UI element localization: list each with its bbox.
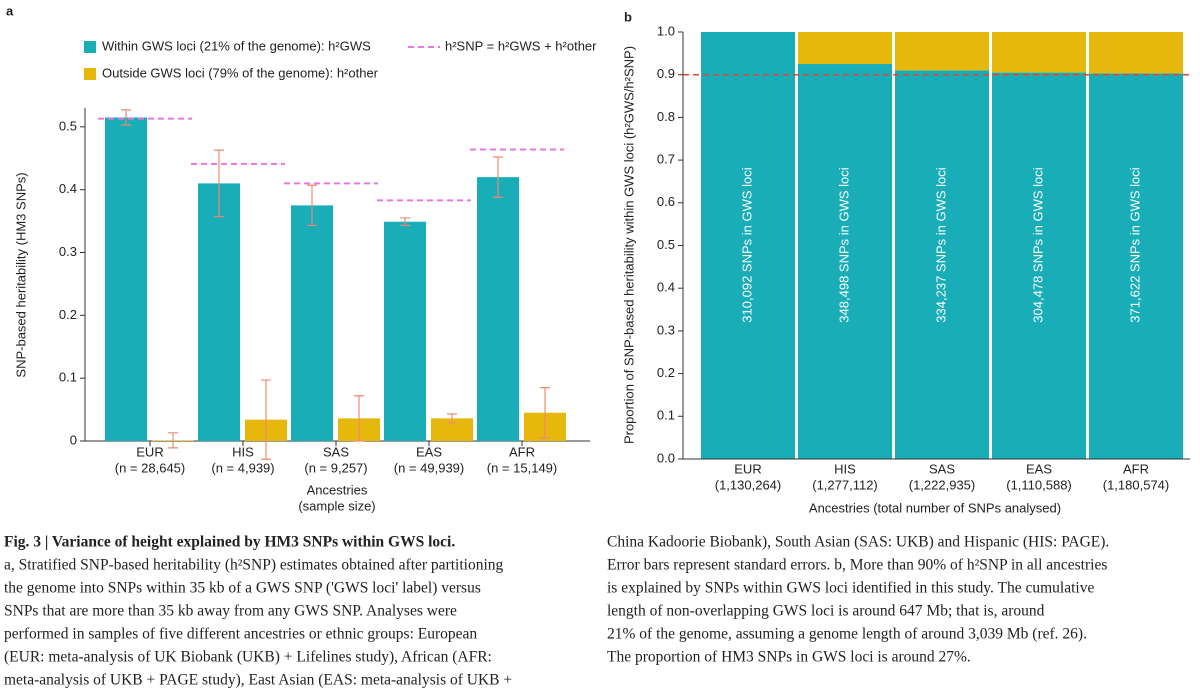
bar-label: 348,498 SNPs in GWS loci [836, 167, 851, 322]
y-tick-label: 0.2 [657, 365, 675, 380]
y-tick-label: 0 [70, 432, 77, 447]
x-tick-sublabel: (1,130,264) [715, 477, 782, 492]
panel-label: b [624, 9, 632, 24]
y-tick-label: 1.0 [657, 23, 675, 38]
bar-segment [798, 32, 892, 65]
bar-label: 310,092 SNPs in GWS loci [739, 167, 754, 322]
bar-segment [798, 64, 892, 460]
error-bar [168, 432, 178, 449]
error-bar [121, 109, 131, 126]
x-tick-label: EAS [416, 444, 442, 459]
caption-line: SNPs that are more than 35 kb away from … [4, 603, 457, 620]
panel-label: a [6, 3, 14, 18]
error-bar [261, 379, 271, 460]
bar [384, 221, 426, 441]
caption-title: Fig. 3 | Variance of height explained by… [4, 534, 455, 551]
error-bar [214, 149, 224, 218]
y-tick-label: 0.1 [657, 408, 675, 423]
x-tick-sublabel: (n = 15,149) [487, 460, 557, 475]
bar [477, 177, 519, 441]
bar [431, 418, 473, 441]
x-tick-label: HIS [232, 444, 254, 459]
legend-swatch [84, 68, 96, 80]
bar-segment [992, 72, 1086, 459]
x-axis-label: Ancestries [307, 482, 368, 497]
x-axis-label: (sample size) [298, 498, 375, 513]
error-bar [400, 217, 410, 227]
legend-swatch [84, 41, 96, 53]
x-tick-label: SAS [323, 444, 349, 459]
bar [198, 183, 240, 441]
x-tick-label: AFR [1123, 461, 1149, 476]
y-tick-label: 0.2 [59, 307, 77, 322]
bar-segment [701, 32, 795, 459]
bar-segment [1089, 73, 1183, 459]
x-tick-label: EUR [136, 444, 163, 459]
x-tick-sublabel: (1,222,935) [909, 477, 976, 492]
legend-label: Within GWS loci (21% of the genome): h²G… [102, 38, 371, 53]
y-tick-label: 0.4 [657, 280, 675, 295]
y-tick-label: 0.7 [657, 152, 675, 167]
x-tick-label: EUR [734, 461, 761, 476]
y-tick-label: 0.6 [657, 194, 675, 209]
bar-segment [992, 32, 1086, 73]
bar-label: 371,622 SNPs in GWS loci [1127, 167, 1142, 322]
x-tick-sublabel: (n = 9,257) [304, 460, 367, 475]
x-tick-sublabel: (1,110,588) [1006, 477, 1072, 492]
caption-line: Error bars represent standard errors. b,… [607, 557, 1107, 574]
x-tick-label: HIS [834, 461, 856, 476]
bar [105, 117, 147, 441]
x-tick-sublabel: (1,180,574) [1103, 477, 1170, 492]
error-bar [493, 156, 503, 198]
caption-line: performed in samples of five different a… [4, 626, 477, 643]
legend-label: Outside GWS loci (79% of the genome): h²… [102, 65, 379, 80]
x-tick-sublabel: (n = 49,939) [394, 460, 464, 475]
x-tick-sublabel: (n = 28,645) [115, 460, 185, 475]
caption-line: length of non-overlapping GWS loci is ar… [607, 603, 1045, 620]
caption-line: is explained by SNPs within GWS loci ide… [607, 580, 1094, 597]
caption-line: The proportion of HM3 SNPs in GWS loci i… [607, 649, 971, 666]
error-bar [540, 386, 550, 439]
y-tick-label: 0.0 [657, 450, 675, 465]
bar-label: 304,478 SNPs in GWS loci [1030, 167, 1045, 322]
x-tick-label: SAS [929, 461, 955, 476]
caption-line: the genome into SNPs within 35 kb of a G… [4, 580, 481, 597]
caption-line: China Kadoorie Biobank), South Asian (SA… [607, 534, 1109, 551]
bar [291, 205, 333, 441]
y-tick-label: 0.3 [657, 322, 675, 337]
bar-segment [1089, 32, 1183, 74]
y-tick-label: 0.5 [657, 237, 675, 252]
error-bar [354, 395, 364, 442]
x-tick-label: AFR [509, 444, 535, 459]
error-bar [447, 413, 457, 424]
y-tick-label: 0.5 [59, 118, 77, 133]
y-tick-label: 0.3 [59, 244, 77, 259]
caption-line: meta-analysis of UKB + PAGE study), East… [4, 672, 512, 689]
caption-line: a, Stratified SNP-based heritability (h²… [4, 557, 503, 574]
y-axis-label: Proportion of SNP-based heritability wit… [621, 46, 636, 444]
y-tick-label: 0.4 [59, 181, 77, 196]
y-tick-label: 0.8 [657, 109, 675, 124]
bar-label: 334,237 SNPs in GWS loci [933, 167, 948, 322]
y-axis-label: SNP-based heritability (HM3 SNPs) [13, 172, 28, 377]
error-bar [307, 184, 317, 227]
y-tick-label: 0.9 [657, 66, 675, 81]
caption-line: (EUR: meta-analysis of UK Biobank (UKB) … [4, 649, 492, 666]
legend-label: h²SNP = h²GWS + h²other [445, 38, 597, 53]
bar-segment [895, 70, 989, 460]
x-tick-sublabel: (n = 4,939) [211, 460, 274, 475]
x-tick-sublabel: (1,277,112) [812, 477, 878, 492]
bar-segment [895, 32, 989, 71]
caption-line: 21% of the genome, assuming a genome len… [607, 626, 1087, 643]
x-tick-label: EAS [1026, 461, 1052, 476]
x-axis-label: Ancestries (total number of SNPs analyse… [809, 500, 1061, 515]
y-tick-label: 0.1 [59, 370, 77, 385]
